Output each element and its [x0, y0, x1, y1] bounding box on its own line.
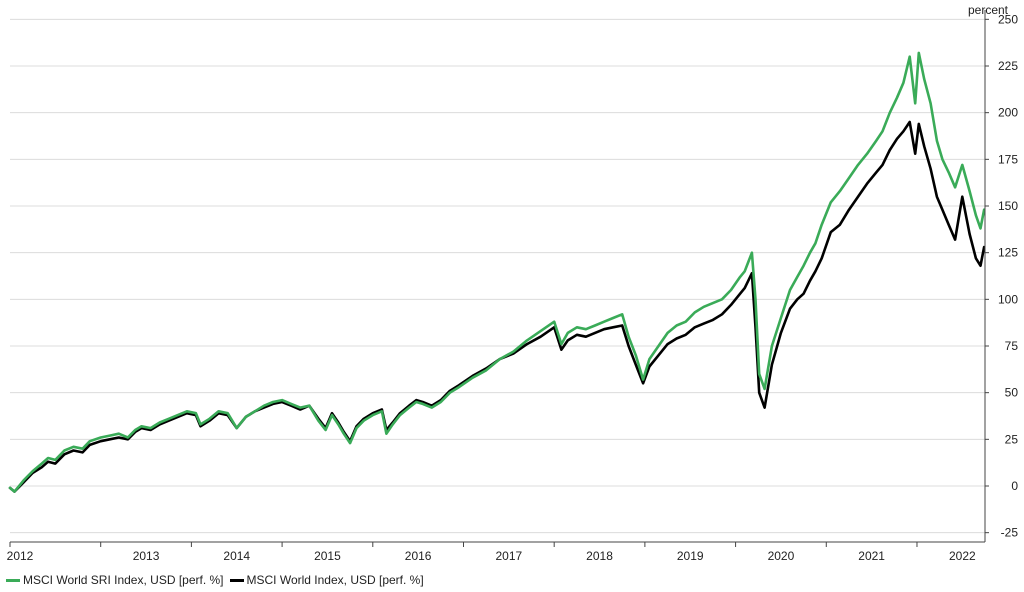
y-tick-label: 125	[998, 246, 1018, 260]
x-tick-label: 2016	[405, 549, 432, 563]
y-tick-label: -25	[1001, 526, 1019, 540]
y-tick-label: 175	[998, 152, 1018, 166]
legend-swatch-sri	[6, 578, 20, 582]
legend-label-world: MSCI World Index, USD [perf. %]	[246, 573, 424, 587]
x-tick-label: 2015	[314, 549, 341, 563]
y-tick-label: 75	[1005, 339, 1019, 353]
x-tick-label: 2012	[7, 549, 34, 563]
x-tick-label: 2019	[677, 549, 704, 563]
x-tick-label: 2018	[586, 549, 613, 563]
legend-swatch-world	[229, 578, 244, 582]
y-tick-label: 50	[1005, 386, 1019, 400]
y-tick-label: 200	[998, 106, 1018, 120]
series-line-msci-world-sri[interactable]	[8, 51, 986, 493]
y-tick-label: 250	[998, 12, 1018, 26]
x-tick-label: 2022	[949, 549, 976, 563]
y-tick-label: 100	[998, 292, 1018, 306]
legend: MSCI World SRI Index, USD [perf. %] MSCI…	[6, 572, 430, 588]
y-tick-label: 150	[998, 199, 1018, 213]
x-tick-label: 2021	[858, 549, 885, 563]
y-tick-label: 0	[1011, 479, 1018, 493]
series-lines	[8, 51, 986, 493]
legend-item-world[interactable]: MSCI World Index, USD [perf. %]	[229, 573, 424, 587]
x-tick-label: 2020	[768, 549, 795, 563]
y-axis-unit-label: percent	[968, 3, 1009, 17]
y-tick-label: 25	[1005, 432, 1019, 446]
legend-label-sri: MSCI World SRI Index, USD [perf. %]	[23, 573, 224, 587]
x-tick-label: 2017	[495, 549, 522, 563]
x-axis-ticks: 2012 2013 2014 2015 2016 2017 2018 2019 2020 2021…	[7, 542, 976, 563]
x-tick-label: 2013	[133, 549, 160, 563]
gridlines	[10, 18, 985, 534]
x-tick-label: 2014	[223, 549, 250, 563]
series-line-msci-world[interactable]	[8, 120, 986, 493]
y-tick-label: 225	[998, 59, 1018, 73]
legend-item-sri[interactable]: MSCI World SRI Index, USD [perf. %]	[6, 573, 224, 587]
